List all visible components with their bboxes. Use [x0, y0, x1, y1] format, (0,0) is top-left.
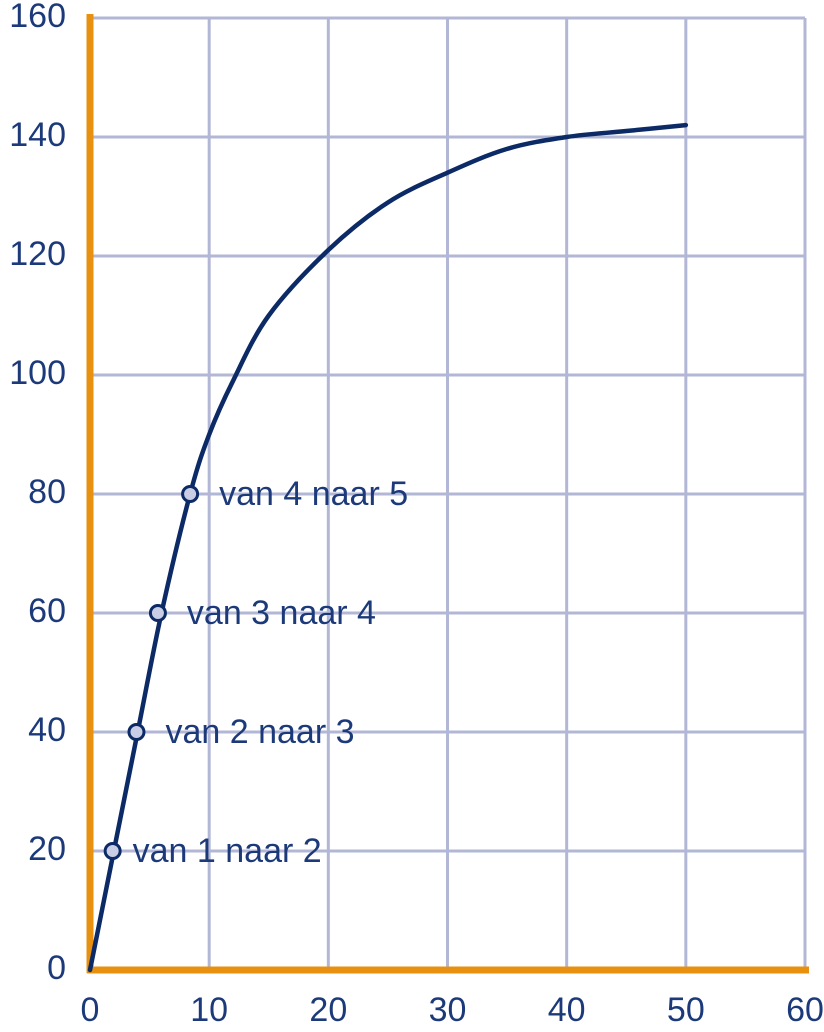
y-tick-label: 100 — [9, 354, 66, 392]
marker — [127, 723, 146, 741]
marker-label: van 4 naar 5 — [219, 475, 408, 513]
y-tick-label: 40 — [28, 711, 66, 749]
y-tick-label: 120 — [9, 235, 66, 273]
marker — [103, 842, 122, 860]
y-tick-label: 20 — [28, 830, 66, 868]
marker-label: van 3 naar 4 — [187, 594, 376, 632]
y-tick-label: 140 — [9, 116, 66, 154]
x-tick-label: 50 — [667, 991, 705, 1029]
y-tick-label: 80 — [28, 473, 66, 511]
x-tick-label: 10 — [190, 991, 228, 1029]
marker — [148, 604, 167, 622]
marker — [181, 485, 200, 503]
x-tick-label: 40 — [548, 991, 586, 1029]
marker-label: van 2 naar 3 — [165, 713, 354, 751]
x-tick-label: 60 — [786, 991, 824, 1029]
x-tick-label: 0 — [81, 991, 100, 1029]
x-tick-label: 30 — [429, 991, 467, 1029]
y-tick-label: 160 — [9, 0, 66, 35]
y-tick-label: 60 — [28, 592, 66, 630]
marker-label: van 1 naar 2 — [133, 832, 322, 870]
y-tick-label: 0 — [47, 949, 66, 987]
x-tick-label: 20 — [309, 991, 347, 1029]
